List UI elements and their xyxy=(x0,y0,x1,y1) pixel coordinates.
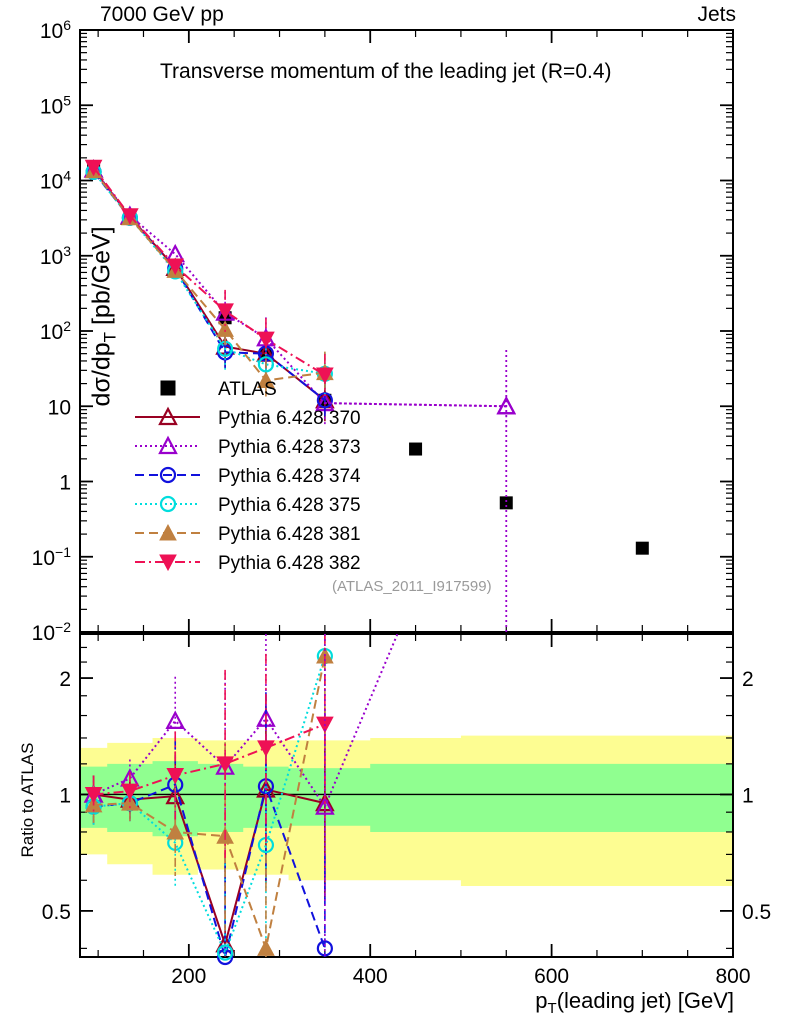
y-tick-label: 105 xyxy=(40,92,71,118)
y-tick-label: 10−1 xyxy=(32,544,72,570)
plot-title: Transverse momentum of the leading jet (… xyxy=(160,60,612,83)
legend-label: Pythia 6.428 370 xyxy=(218,408,361,429)
data-point xyxy=(409,442,423,456)
ratio-data-point xyxy=(165,710,186,729)
ratio-data-point xyxy=(166,822,185,840)
data-point xyxy=(166,258,185,276)
ratio-data-point xyxy=(257,939,275,956)
ratio-data-point xyxy=(257,740,275,757)
ratio-tick-label: 2 xyxy=(59,668,71,691)
series-line xyxy=(92,166,326,376)
x-tick-label: 400 xyxy=(353,965,388,988)
ratio-inner-band xyxy=(80,761,733,837)
y-tick-label: 104 xyxy=(40,168,71,194)
ratio-series-line xyxy=(93,655,326,953)
legend-marker xyxy=(158,406,178,426)
y-tick-label: 1 xyxy=(59,472,71,495)
legend-marker xyxy=(160,380,176,396)
data-point xyxy=(121,208,139,225)
legend-label: Pythia 6.428 381 xyxy=(218,524,361,545)
ratio-tick-label: 1 xyxy=(742,784,754,807)
series-line xyxy=(92,170,326,382)
legend-label: Pythia 6.428 374 xyxy=(218,466,361,487)
legend-label: Pythia 6.428 382 xyxy=(218,553,361,574)
ratio-data-point xyxy=(217,944,234,961)
y-tick-label: 103 xyxy=(40,243,71,269)
legend-label: Pythia 6.428 375 xyxy=(218,495,361,516)
y-tick-label: 10−2 xyxy=(32,619,72,645)
data-point xyxy=(216,303,234,320)
series-line-tail xyxy=(324,402,507,408)
y-tick-label: 102 xyxy=(40,318,71,344)
ratio-series-tail xyxy=(323,633,399,808)
data-point xyxy=(257,331,275,349)
series-line xyxy=(92,171,326,375)
ratio-data-point xyxy=(121,783,139,801)
ratio-data-point xyxy=(315,796,335,815)
ratio-data-point xyxy=(216,756,234,773)
x-axis-title: pT(leading jet) [GeV] xyxy=(535,988,734,1018)
data-point xyxy=(496,395,517,415)
legend-marker xyxy=(158,435,178,455)
x-tick-label: 800 xyxy=(715,965,750,988)
y-tick-label: 106 xyxy=(40,17,71,43)
y-tick-label: 10 xyxy=(48,396,71,419)
x-tick-label: 200 xyxy=(171,965,206,988)
data-point xyxy=(84,159,103,177)
ratio-tick-label: 0.5 xyxy=(42,901,71,924)
series-line xyxy=(92,168,326,402)
ratio-data-point xyxy=(121,794,139,811)
ratio-tick-label: 2 xyxy=(742,668,754,691)
data-point xyxy=(499,496,513,510)
data-point xyxy=(635,541,649,555)
analysis-category-label: Jets xyxy=(697,3,736,26)
data-point xyxy=(257,371,275,388)
data-point xyxy=(316,367,334,385)
ratio-data-point xyxy=(166,767,185,785)
legend-label: ATLAS xyxy=(218,379,277,400)
x-tick-label: 600 xyxy=(534,965,569,988)
data-point xyxy=(257,356,275,373)
series-line xyxy=(92,168,507,408)
legend-marker xyxy=(159,523,177,541)
ratio-tick-label: 1 xyxy=(59,784,71,807)
collision-energy-label: 7000 GeV pp xyxy=(100,3,224,26)
data-point xyxy=(216,320,234,337)
main-panel-frame xyxy=(79,29,734,633)
legend-marker xyxy=(159,554,177,572)
legend-label: Pythia 6.428 373 xyxy=(218,437,361,458)
ratio-panel-frame xyxy=(79,633,734,958)
ratio-series-line xyxy=(93,717,326,808)
legend-marker xyxy=(159,495,177,513)
analysis-id-watermark: (ATLAS_2011_I917599) xyxy=(332,578,492,595)
ratio-tick-label: 0.5 xyxy=(742,901,771,924)
ratio-data-point xyxy=(84,786,103,804)
legend-marker xyxy=(159,466,177,484)
